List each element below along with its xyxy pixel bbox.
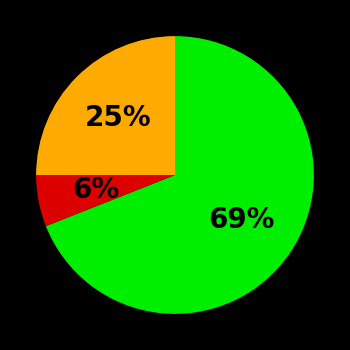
Text: 69%: 69% bbox=[209, 206, 275, 234]
Wedge shape bbox=[36, 175, 175, 226]
Wedge shape bbox=[46, 36, 314, 314]
Text: 6%: 6% bbox=[72, 176, 119, 204]
Text: 25%: 25% bbox=[85, 104, 151, 132]
Wedge shape bbox=[36, 36, 175, 175]
